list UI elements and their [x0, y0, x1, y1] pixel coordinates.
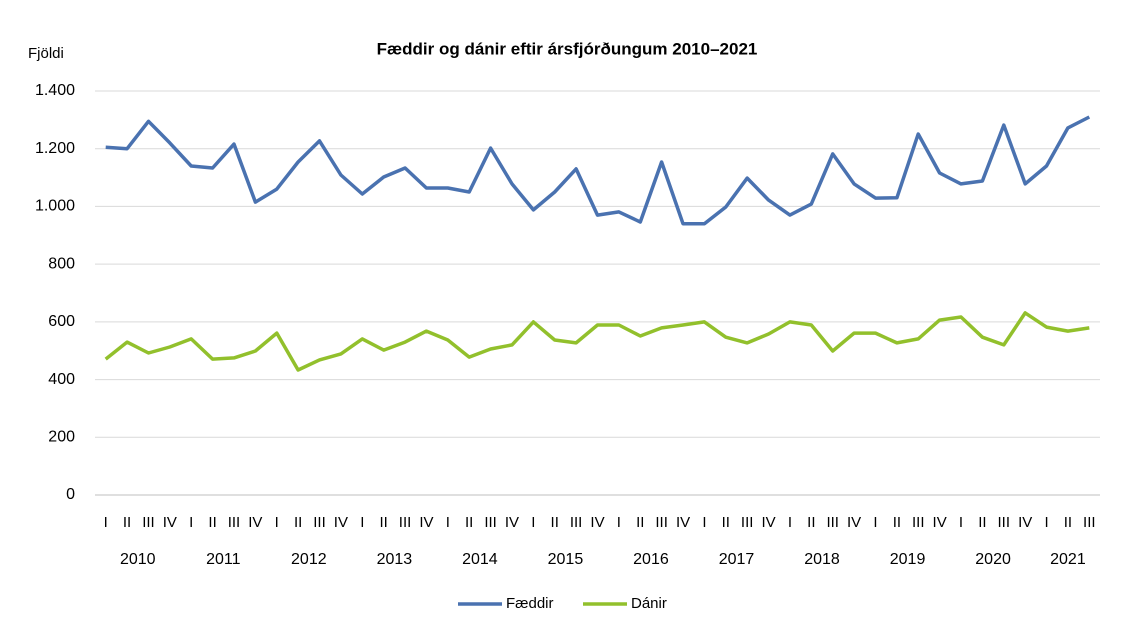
x-tick-label: IV [419, 514, 433, 531]
y-tick-label: 400 [48, 371, 75, 388]
x-tick-label: III [912, 514, 925, 531]
x-tick-label: III [570, 514, 583, 531]
x-tick-label: I [873, 514, 877, 531]
x-tick-label: IV [933, 514, 947, 531]
x-tick-label: II [379, 514, 387, 531]
x-tick-label: I [446, 514, 450, 531]
x-group-label: 2017 [719, 551, 755, 568]
x-tick-label: I [275, 514, 279, 531]
x-tick-label: IV [334, 514, 348, 531]
x-tick-label: II [636, 514, 644, 531]
y-tick-label: 200 [48, 429, 75, 446]
x-tick-label: III [228, 514, 241, 531]
x-tick-label: II [208, 514, 216, 531]
x-tick-label: II [123, 514, 131, 531]
legend-label: Dánir [631, 595, 667, 612]
x-tick-label: II [294, 514, 302, 531]
x-tick-label: III [142, 514, 155, 531]
y-tick-label: 0 [66, 486, 75, 503]
x-tick-label: II [807, 514, 815, 531]
x-tick-label: I [1044, 514, 1048, 531]
x-tick-label: III [1083, 514, 1096, 531]
x-tick-label: IV [590, 514, 604, 531]
x-tick-label: IV [761, 514, 775, 531]
series-line [104, 311, 1090, 372]
series-line [105, 115, 1091, 226]
x-tick-label: IV [1018, 514, 1032, 531]
x-tick-label: IV [248, 514, 262, 531]
x-tick-label: IV [505, 514, 519, 531]
x-group-label: 2014 [462, 551, 498, 568]
x-group-label: 2016 [633, 551, 669, 568]
x-tick-label: III [741, 514, 754, 531]
x-tick-label: II [722, 514, 730, 531]
x-tick-label: IV [163, 514, 177, 531]
y-tick-label: 1.000 [35, 198, 75, 215]
x-tick-label: II [978, 514, 986, 531]
legend-label: Fæddir [506, 595, 554, 612]
y-tick-label: 600 [48, 313, 75, 330]
x-group-label: 2012 [291, 551, 327, 568]
x-tick-label: III [313, 514, 326, 531]
x-group-label: 2015 [548, 551, 584, 568]
x-tick-label: I [104, 514, 108, 531]
x-group-label: 2018 [804, 551, 840, 568]
y-tick-label: 800 [48, 255, 75, 272]
chart-title: Fæddir og dánir eftir ársfjórðungum 2010… [377, 39, 758, 58]
x-group-label: 2019 [890, 551, 926, 568]
x-group-label: 2020 [975, 551, 1011, 568]
x-tick-label: I [959, 514, 963, 531]
x-tick-label: II [465, 514, 473, 531]
x-tick-label: I [189, 514, 193, 531]
y-axis-label: Fjöldi [28, 45, 64, 62]
x-tick-label: IV [676, 514, 690, 531]
x-tick-label: I [702, 514, 706, 531]
x-tick-label: III [998, 514, 1011, 531]
x-tick-label: III [399, 514, 412, 531]
x-tick-label: IV [847, 514, 861, 531]
x-tick-label: I [617, 514, 621, 531]
x-tick-label: III [484, 514, 497, 531]
x-tick-label: II [1064, 514, 1072, 531]
x-group-label: 2013 [377, 551, 413, 568]
x-tick-label: III [655, 514, 668, 531]
x-tick-label: II [551, 514, 559, 531]
x-tick-label: I [360, 514, 364, 531]
x-tick-label: III [826, 514, 839, 531]
x-tick-label: II [893, 514, 901, 531]
x-tick-label: I [788, 514, 792, 531]
y-tick-label: 1.200 [35, 140, 75, 157]
x-group-label: 2011 [206, 551, 241, 568]
y-tick-label: 1.400 [35, 82, 75, 99]
x-tick-label: I [531, 514, 535, 531]
x-group-label: 2021 [1050, 551, 1086, 568]
x-group-label: 2010 [120, 551, 156, 568]
